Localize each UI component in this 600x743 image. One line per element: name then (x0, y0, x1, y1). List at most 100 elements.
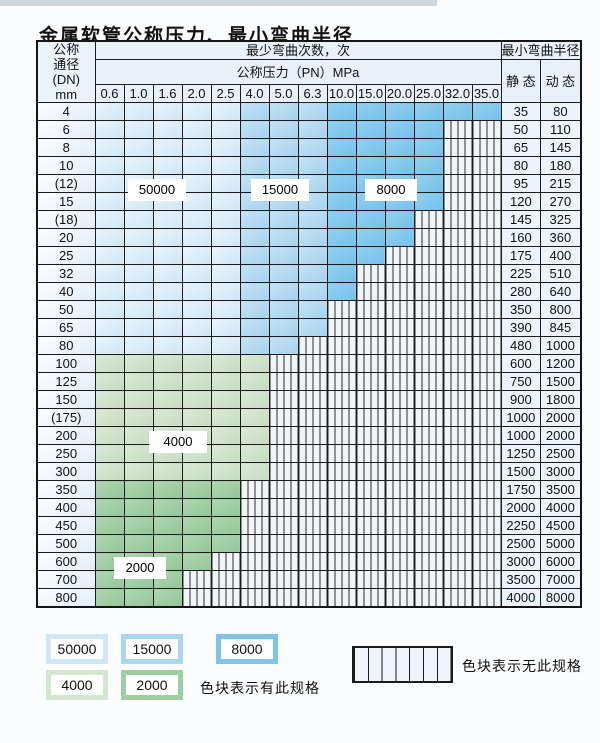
spec-cell (123, 102, 154, 121)
legend-swatch-8000: 8000 (216, 634, 278, 664)
dn-label: 450 (36, 516, 96, 535)
spec-cell (297, 426, 328, 445)
legend-note-absent: 色块表示无此规格 (462, 658, 582, 674)
legend-swatch-15000: 15000 (121, 634, 183, 664)
dynamic-value: 3000 (540, 462, 582, 481)
spec-cell (210, 588, 241, 608)
spec-cell (152, 498, 183, 517)
spec-cell (442, 498, 473, 517)
spec-cell (210, 264, 241, 283)
spec-cell (297, 444, 328, 463)
spec-cell (471, 570, 502, 589)
static-value: 2500 (500, 534, 542, 553)
spec-cell (181, 336, 212, 355)
dn-label: 50 (36, 300, 96, 319)
table-row: 8 65 145 (36, 138, 582, 157)
spec-cell (326, 318, 357, 337)
spec-cell (152, 264, 183, 283)
spec-cell (239, 318, 270, 337)
spec-cell (413, 156, 444, 175)
spec-cell (210, 300, 241, 319)
static-value: 3000 (500, 552, 542, 571)
dynamic-value: 110 (540, 120, 582, 139)
legend-label-8000: 8000 (221, 639, 273, 659)
table-header: 公称 通径 (DN) mm 最少弯曲次数，次 最小弯曲半径 公称压力（PN）MPa 静… (36, 40, 582, 103)
spec-cell (94, 264, 125, 283)
spec-cell (384, 588, 415, 608)
spec-cell (297, 480, 328, 499)
dynamic-value: 400 (540, 246, 582, 265)
spec-cell (152, 390, 183, 409)
legend-hatch-swatch (352, 646, 453, 683)
spec-cell (384, 228, 415, 247)
spec-cell (326, 534, 357, 553)
spec-cell (123, 264, 154, 283)
spec-cell (413, 372, 444, 391)
spec-cell (384, 282, 415, 301)
spec-cell (210, 102, 241, 121)
table-row: 20 160 360 (36, 228, 582, 247)
spec-cell (442, 570, 473, 589)
spec-cell (123, 408, 154, 427)
spec-cell (268, 318, 299, 337)
spec-cell (471, 444, 502, 463)
spec-cell (94, 498, 125, 517)
pressure-col-header: 20.0 (384, 84, 415, 103)
spec-cell (355, 444, 386, 463)
spec-cell (181, 138, 212, 157)
spec-cell (442, 120, 473, 139)
spec-cell (326, 174, 357, 193)
spec-cell (210, 534, 241, 553)
static-value: 120 (500, 192, 542, 211)
spec-cell (297, 336, 328, 355)
spec-cell (413, 300, 444, 319)
spec-cell (471, 480, 502, 499)
dynamic-value: 1200 (540, 354, 582, 373)
spec-cell (152, 120, 183, 139)
spec-cell (326, 570, 357, 589)
dynamic-value: 1800 (540, 390, 582, 409)
dn-label: 400 (36, 498, 96, 517)
spec-cell (355, 264, 386, 283)
spec-cell (210, 156, 241, 175)
spec-cell (384, 354, 415, 373)
static-value: 175 (500, 246, 542, 265)
spec-cell (268, 444, 299, 463)
spec-cell (123, 444, 154, 463)
spec-cell (297, 516, 328, 535)
spec-cell (442, 534, 473, 553)
spec-cell (413, 210, 444, 229)
spec-cell (94, 372, 125, 391)
dn-label: 150 (36, 390, 96, 409)
spec-cell (297, 246, 328, 265)
static-value: 1750 (500, 480, 542, 499)
spec-cell (471, 588, 502, 608)
spec-cell (442, 480, 473, 499)
spec-cell (326, 210, 357, 229)
dn-label: (18) (36, 210, 96, 229)
spec-cell (355, 354, 386, 373)
spec-cell (152, 300, 183, 319)
spec-cell (152, 480, 183, 499)
dn-label: 6 (36, 120, 96, 139)
spec-cell (181, 210, 212, 229)
spec-cell (326, 444, 357, 463)
spec-cell (123, 300, 154, 319)
dn-label: 200 (36, 426, 96, 445)
dn-label: 800 (36, 588, 96, 608)
spec-cell (210, 570, 241, 589)
spec-cell (355, 318, 386, 337)
spec-cell (239, 264, 270, 283)
spec-cell (152, 462, 183, 481)
spec-cell (442, 192, 473, 211)
spec-cell (326, 264, 357, 283)
spec-cell (123, 588, 154, 608)
dn-label: 500 (36, 534, 96, 553)
static-value: 1500 (500, 462, 542, 481)
spec-cell (210, 138, 241, 157)
dynamic-value: 215 (540, 174, 582, 193)
dn-label: 300 (36, 462, 96, 481)
spec-cell (210, 516, 241, 535)
spec-cell (268, 138, 299, 157)
spec-cell (152, 102, 183, 121)
